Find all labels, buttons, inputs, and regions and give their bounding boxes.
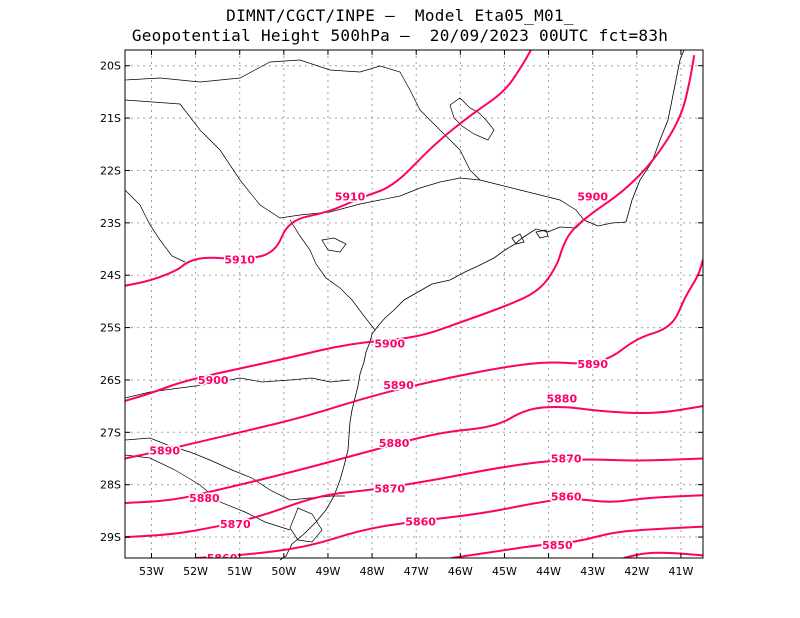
contour-label-5900: 5900	[577, 191, 608, 204]
chart-title-line-2: Geopotential Height 500hPa – 20/09/2023 …	[131, 26, 669, 45]
x-tick-label: 53W	[139, 565, 164, 578]
state-border	[124, 59, 585, 221]
contour-label-5870: 5870	[220, 518, 251, 531]
contour-label-5890: 5890	[577, 358, 608, 371]
country-border	[124, 454, 291, 531]
contour-5850	[451, 525, 703, 558]
contour-5840	[623, 551, 703, 558]
contour-5880	[125, 405, 703, 504]
state-border	[289, 219, 376, 331]
bay-island	[511, 233, 525, 245]
plot-frame	[124, 49, 704, 559]
y-tick-label: 25S	[100, 322, 121, 335]
state-border	[124, 99, 481, 219]
x-tick-label: 47W	[404, 565, 429, 578]
y-tick-label: 21S	[100, 112, 121, 125]
x-tick-label: 46W	[448, 565, 473, 578]
contour-label-5870: 5870	[551, 452, 582, 465]
y-tick-label: 20S	[100, 60, 121, 73]
y-tick-label: 28S	[100, 479, 121, 492]
contour-5890	[125, 259, 703, 460]
coastline	[279, 219, 627, 561]
y-tick-label: 27S	[100, 426, 121, 439]
gridlines	[125, 50, 703, 558]
contour-label-5890: 5890	[149, 445, 180, 458]
y-tick-label: 29S	[100, 531, 121, 544]
bay-island	[535, 229, 549, 239]
country-border	[124, 189, 186, 263]
contour-label-5860: 5860	[405, 515, 436, 528]
x-tick-label: 44W	[536, 565, 561, 578]
contour-label-5860: 5860	[551, 491, 582, 504]
x-tick-label: 48W	[360, 565, 385, 578]
x-tick-label: 49W	[316, 565, 341, 578]
contour-5900	[125, 55, 696, 402]
coastline-north	[625, 49, 685, 223]
y-tick-label: 26S	[100, 374, 121, 387]
x-tick-label: 43W	[580, 565, 605, 578]
geopotential-contours: 5910 5910 5900 5900 5900 5890 5890 5890 5880 5880…	[125, 50, 703, 565]
x-tick-label: 52W	[183, 565, 208, 578]
patos-lagoon	[289, 507, 323, 543]
x-tick-label: 51W	[227, 565, 252, 578]
contour-label-5870: 5870	[374, 482, 405, 495]
x-tick-label: 41W	[669, 565, 694, 578]
x-tick-label: 45W	[492, 565, 517, 578]
contour-label-5880: 5880	[189, 492, 220, 505]
contour-label-5890: 5890	[383, 379, 414, 392]
axes: 53W 52W 51W 50W 49W 48W 47W 46W 45W 44W 43W 42W 41W 2…	[100, 50, 703, 578]
state-border	[124, 377, 351, 399]
contour-label-5850: 5850	[542, 539, 573, 552]
contour-label-5880: 5880	[379, 437, 410, 450]
contour-label-5900: 5900	[198, 374, 229, 387]
contour-label-5910: 5910	[335, 191, 366, 204]
y-tick-label: 22S	[100, 164, 121, 177]
contour-5910	[125, 50, 532, 287]
contour-5860	[195, 494, 703, 558]
x-tick-label: 50W	[271, 565, 296, 578]
y-tick-label: 23S	[100, 217, 121, 230]
contour-label-5910: 5910	[224, 253, 255, 266]
contour-label-5860: 5860	[207, 552, 238, 565]
x-tick-label: 42W	[624, 565, 649, 578]
y-tick-label: 24S	[100, 269, 121, 282]
contour-label-5900: 5900	[374, 337, 405, 350]
chart-title-line-1: DIMNT/CGCT/INPE – Model Eta05_M01_	[226, 6, 574, 25]
coastlines-and-borders	[124, 49, 685, 561]
reservoir	[321, 237, 347, 253]
contour-label-5880: 5880	[546, 392, 577, 405]
contour-5870	[125, 457, 703, 539]
